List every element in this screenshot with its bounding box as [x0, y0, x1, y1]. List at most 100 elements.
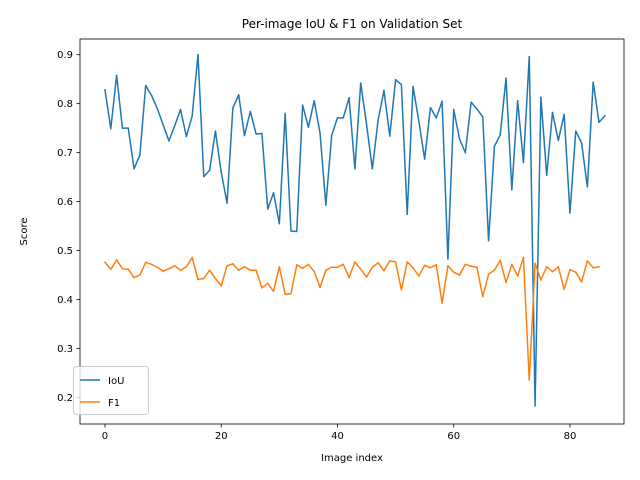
- f1-data-point: [249, 269, 252, 271]
- f1-data-point: [470, 265, 472, 268]
- f1-data-point: [423, 264, 426, 267]
- f1-data-point: [237, 269, 240, 271]
- iou-data-point: [261, 132, 263, 135]
- iou-data-point: [319, 132, 321, 134]
- f1-data-point: [144, 261, 147, 264]
- iou-data-point: [226, 202, 228, 204]
- y-axis-label: Score: [19, 217, 30, 245]
- iou-data-point: [394, 78, 397, 81]
- iou-data-point: [307, 126, 310, 128]
- f1-data-point: [127, 268, 129, 270]
- iou-data-point: [208, 169, 211, 172]
- legend-iou-label: IoU: [108, 376, 124, 387]
- f1-data-point: [482, 295, 484, 298]
- iou-data-point: [214, 130, 217, 132]
- legend-f1-label: F1: [108, 398, 120, 409]
- iou-data-point: [348, 97, 350, 99]
- f1-data-point: [412, 267, 414, 269]
- f1-data-point: [330, 266, 333, 269]
- iou-data-point: [144, 84, 147, 87]
- f1-data-point: [278, 266, 281, 268]
- iou-data-point: [290, 230, 292, 232]
- f1-data-point: [592, 267, 594, 269]
- chart-title: Per-image IoU & F1 on Validation Set: [242, 17, 463, 31]
- y-tick-label: 0.3: [57, 344, 73, 355]
- iou-data-point: [418, 120, 420, 123]
- f1-data-point: [499, 259, 501, 262]
- x-tick-label: 0: [102, 431, 108, 442]
- iou-data-point: [540, 96, 542, 99]
- iou-data-point: [377, 119, 379, 121]
- f1-data-point: [139, 274, 141, 276]
- iou-data-point: [569, 212, 571, 214]
- iou-data-point: [150, 94, 153, 97]
- plot-area: [80, 39, 624, 424]
- iou-data-point: [604, 115, 606, 117]
- f1-data-point: [348, 276, 350, 279]
- y-tick-label: 0.2: [57, 393, 73, 404]
- y-tick-label: 0.5: [57, 246, 73, 257]
- iou-data-point: [104, 89, 106, 91]
- f1-data-point: [261, 287, 263, 289]
- iou-data-point: [505, 77, 507, 79]
- f1-data-point: [336, 266, 339, 269]
- x-axis-label: Image index: [321, 453, 383, 464]
- iou-data-point: [487, 240, 490, 242]
- f1-data-point: [342, 263, 345, 266]
- iou-data-point: [575, 130, 577, 132]
- f1-data-point: [575, 271, 577, 273]
- f1-data-point: [598, 266, 600, 268]
- f1-data-point: [110, 268, 112, 270]
- iou-data-point: [237, 94, 240, 96]
- f1-data-point: [505, 281, 507, 284]
- iou-data-point: [162, 123, 164, 126]
- iou-data-point: [249, 110, 252, 113]
- f1-data-point: [156, 266, 159, 269]
- f1-series-line: [103, 256, 600, 381]
- f1-data-point: [179, 269, 182, 271]
- iou-data-point: [551, 111, 554, 114]
- iou-data-point: [534, 405, 536, 407]
- iou-data-point: [476, 108, 478, 110]
- iou-data-point: [197, 53, 199, 56]
- f1-data-point: [226, 265, 228, 267]
- iou-data-point: [470, 101, 472, 103]
- iou-data-point: [435, 117, 438, 119]
- f1-data-point: [359, 268, 362, 270]
- iou-data-point: [203, 175, 205, 178]
- f1-data-point: [255, 269, 257, 271]
- iou-data-point: [354, 168, 356, 170]
- iou-data-point: [423, 158, 426, 160]
- iou-data-point: [168, 140, 170, 142]
- iou-series: [104, 53, 606, 407]
- iou-data-point: [511, 189, 513, 191]
- iou-data-point: [447, 258, 449, 260]
- f1-data-point: [232, 263, 234, 265]
- f1-data-point: [400, 289, 403, 291]
- iou-data-point: [243, 134, 246, 137]
- iou-data-point: [406, 213, 408, 216]
- iou-data-point: [371, 168, 374, 170]
- f1-data-point: [441, 302, 443, 304]
- f1-data-point: [447, 265, 449, 267]
- iou-data-point: [313, 99, 315, 102]
- f1-data-point: [435, 264, 438, 266]
- f1-data-point: [214, 277, 217, 280]
- iou-data-point: [365, 123, 368, 125]
- f1-data-point: [458, 274, 461, 276]
- f1-data-point: [464, 263, 467, 266]
- iou-data-point: [412, 85, 414, 88]
- f1-data-point: [511, 263, 513, 266]
- iou-data-point: [592, 81, 594, 83]
- iou-data-point: [441, 100, 443, 102]
- f1-data-point: [313, 270, 315, 273]
- y-tick-label: 0.7: [57, 148, 73, 159]
- f1-data-point: [208, 269, 211, 271]
- iou-data-point: [499, 134, 501, 136]
- iou-data-point: [173, 124, 176, 127]
- iou-data-point: [383, 89, 385, 92]
- f1-data-point: [476, 266, 478, 269]
- iou-data-point: [185, 135, 188, 138]
- f1-data-point: [586, 260, 589, 262]
- iou-data-point: [429, 106, 432, 109]
